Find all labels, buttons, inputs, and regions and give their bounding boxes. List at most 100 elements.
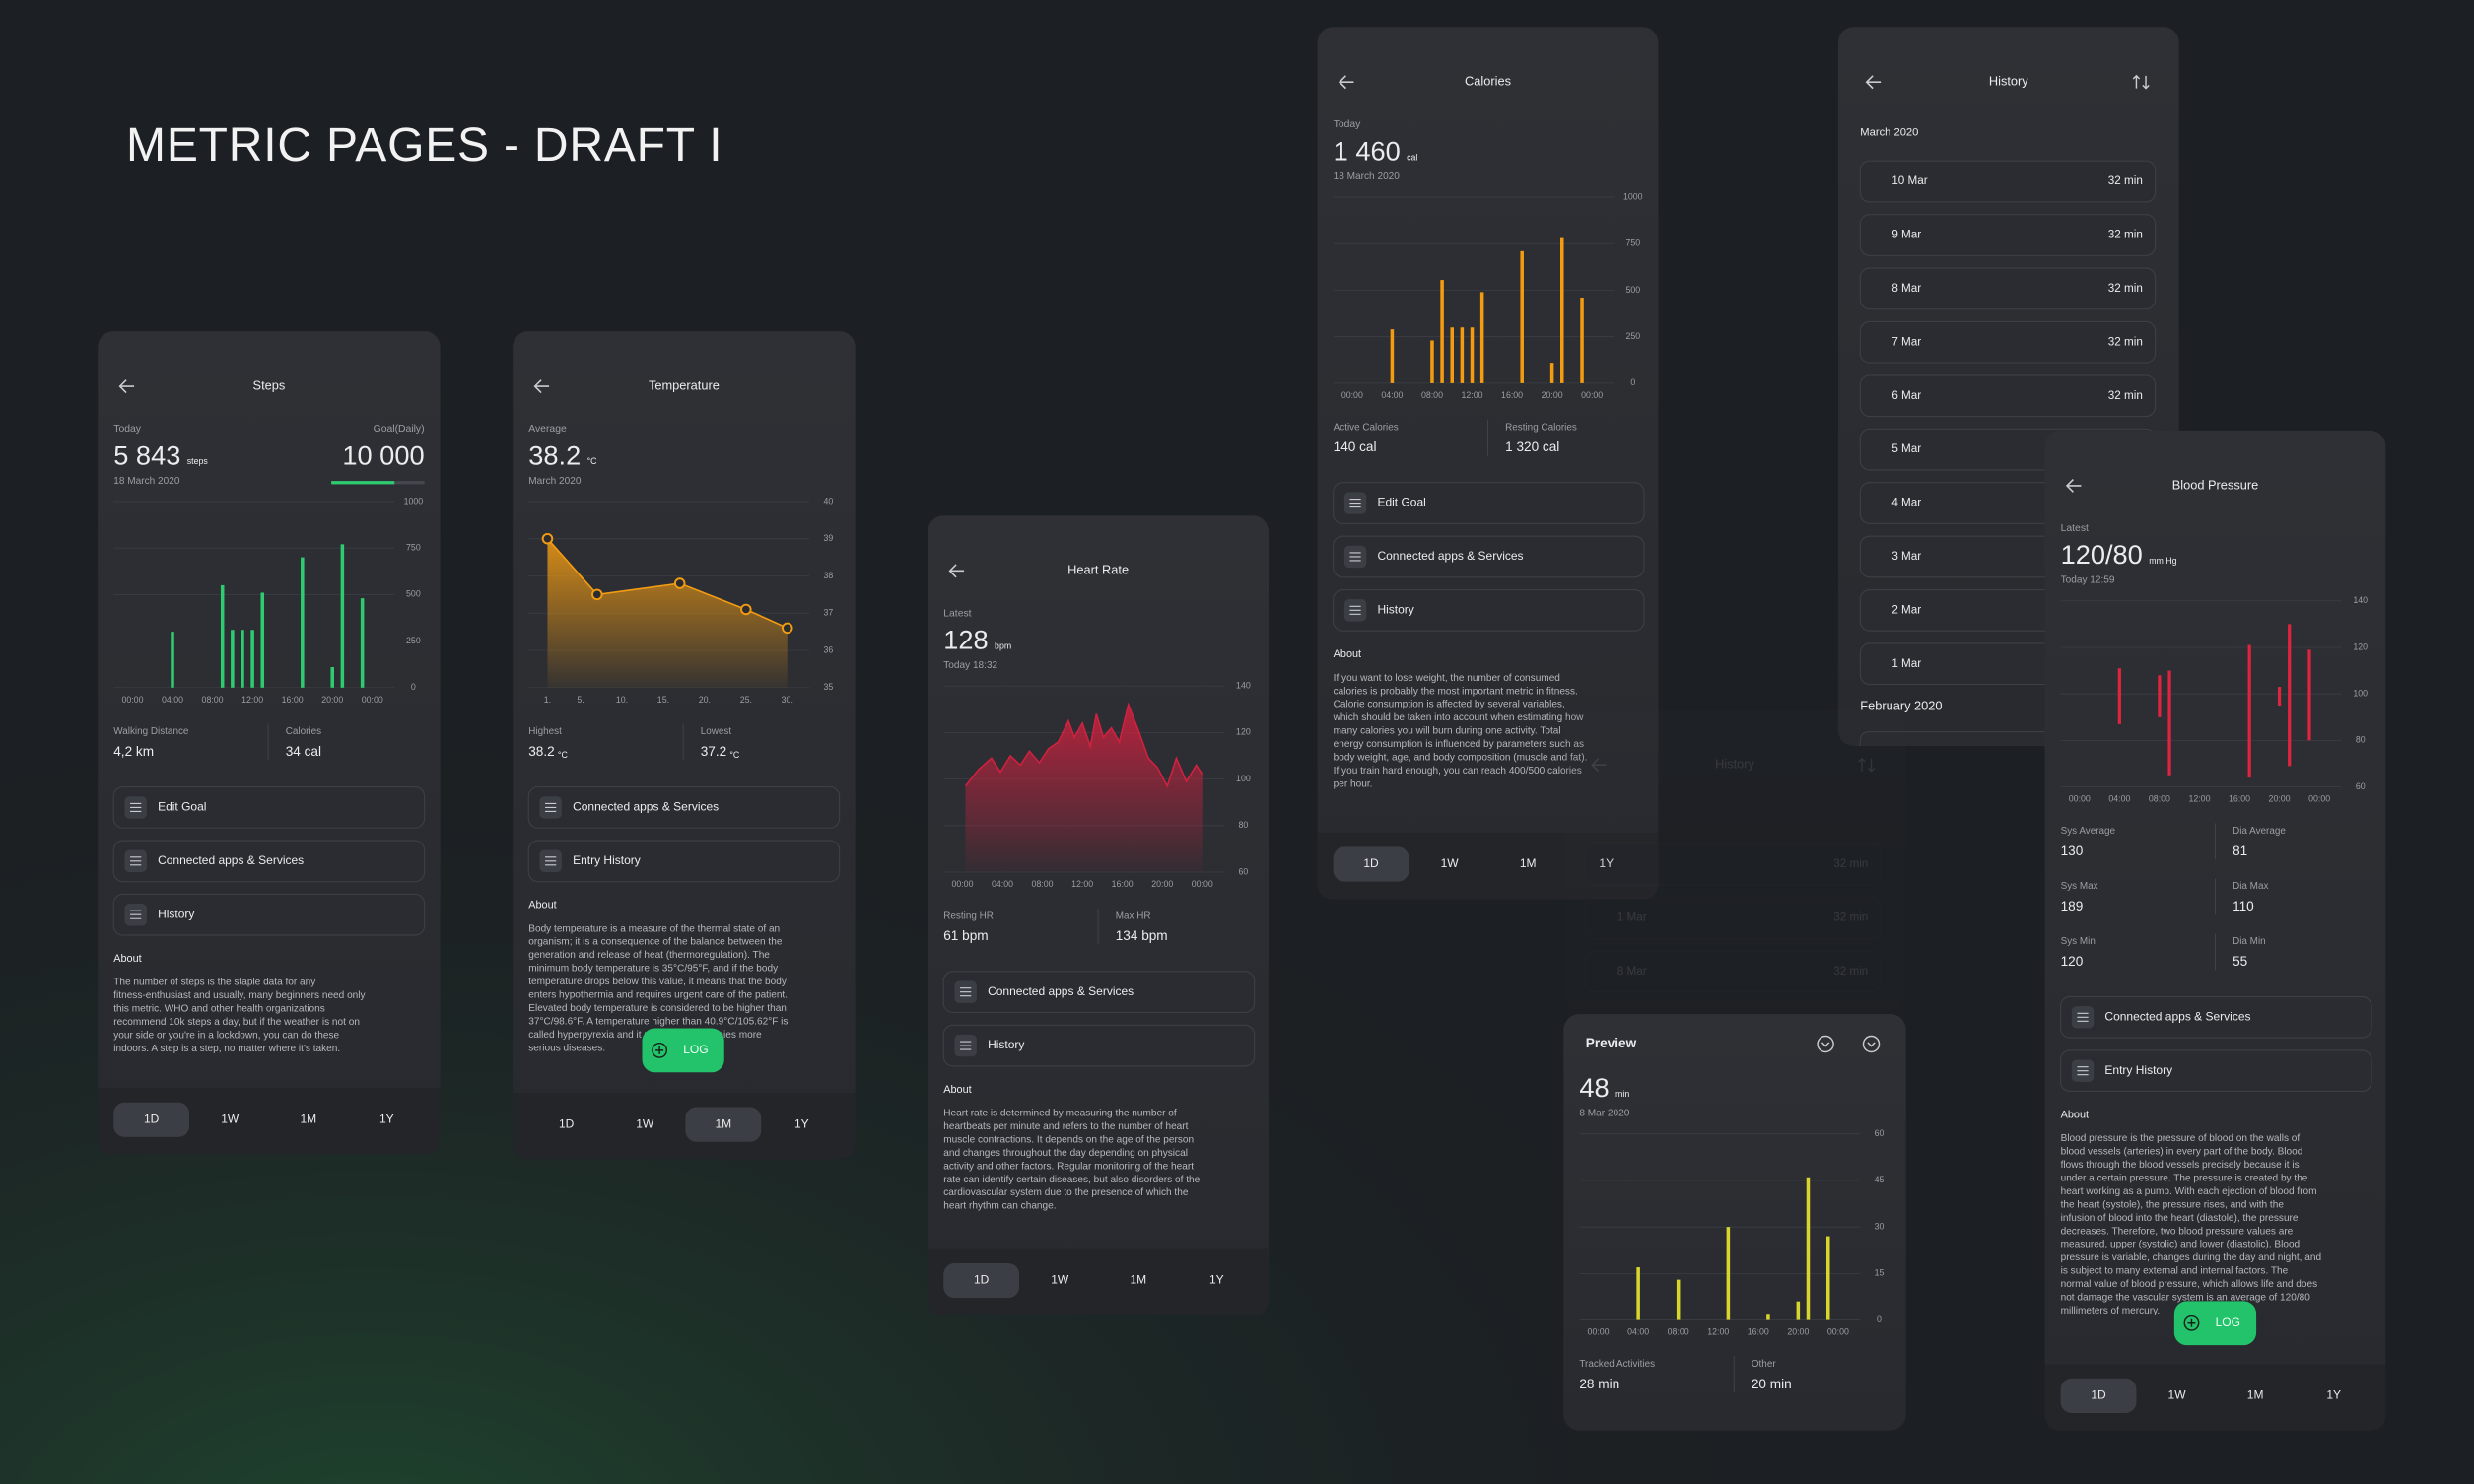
line [964,702,1203,788]
value-label: Today [1334,119,1362,130]
tab[interactable]: 1Y [379,1112,394,1125]
screen: Heart Rate Latest 128 bpm Today 18:32 60 80 100… [928,515,1270,1315]
row-duration: 32 min [2108,282,2143,295]
row-date: 10 Mar [1891,174,1927,187]
about-text: organism; it is a consequence of the bal… [528,937,783,948]
tab[interactable]: 1D [974,1273,990,1287]
y-tick-label: 0 [1630,377,1635,387]
y-tick-label: 15 [1875,1268,1885,1278]
chevron-button[interactable] [1862,1035,1881,1053]
tab[interactable]: 1Y [1209,1273,1224,1287]
active-tab [113,1102,190,1137]
history-row[interactable] [1859,320,2157,364]
screen: Blood Pressure Latest 120/80 mm Hg Today 12:… [2044,430,2386,1431]
marker [591,588,603,601]
stat-value: 4,2 km [113,744,154,759]
tab-bar [513,1093,856,1160]
action-button[interactable] [527,786,841,829]
x-tick-label: 04:00 [162,695,183,705]
bar [360,598,365,688]
button-icon-lines [545,802,557,812]
sort-icon[interactable] [1858,757,1876,773]
tab[interactable]: 1Y [2326,1388,2341,1402]
value-label: Latest [943,608,971,619]
button-icon-lines [130,856,142,866]
sort-icon[interactable] [2132,74,2150,90]
stat-label: Sys Max [2061,881,2098,892]
value: 120/80 [2061,539,2143,570]
button-label: Edit Goal [1377,496,1425,509]
action-button[interactable] [112,840,426,883]
action-button[interactable] [1333,482,1645,524]
row-date: 5 Mar [1891,442,1921,455]
back-arrow[interactable] [533,379,550,394]
tab[interactable]: 1Y [794,1116,809,1130]
tab[interactable]: 1M [300,1112,316,1125]
chevron-button[interactable] [1817,1035,1834,1053]
action-button[interactable] [2060,1049,2372,1093]
tab[interactable]: 1W [221,1112,240,1125]
screen-title: Preview [1586,1036,1637,1050]
goal-label: Goal(Daily) [374,424,425,435]
stat-value: 37.2 [701,744,726,759]
log-button[interactable] [642,1028,724,1073]
history-row[interactable] [1585,950,1882,993]
history-row[interactable] [1859,267,2157,310]
history-row[interactable] [1585,897,1882,939]
action-button[interactable] [942,1024,1256,1067]
back-arrow[interactable] [1865,75,1882,90]
tab[interactable]: 1W [1051,1273,1069,1287]
history-row[interactable] [1859,214,2157,256]
action-button[interactable] [942,971,1256,1014]
value-unit: mm Hg [2149,556,2176,566]
tab[interactable]: 1D [144,1112,160,1125]
stat-value: 189 [2061,899,2084,913]
action-button[interactable] [2060,995,2372,1039]
area [547,538,788,688]
y-tick-label: 120 [1236,727,1251,737]
bar [1430,340,1434,383]
action-button[interactable] [527,840,841,883]
marker [740,603,752,616]
action-button[interactable] [112,893,426,936]
back-arrow[interactable] [1338,75,1354,90]
back-arrow[interactable] [2065,478,2082,493]
row-date: 2 Mar [1891,603,1921,616]
x-tick-label: 20:00 [2269,794,2291,804]
bar [1806,1177,1811,1320]
stat-label: Tracked Activities [1579,1359,1655,1370]
back-arrow[interactable] [118,379,135,394]
about-text: normal value of blood pressure, which al… [2061,1279,2318,1290]
stat-label: Walking Distance [113,726,189,737]
tab[interactable]: 1W [1441,856,1460,870]
action-button[interactable] [1333,535,1645,578]
back-arrow[interactable] [1591,758,1607,773]
value: 128 [943,625,988,655]
back-arrow[interactable] [948,564,965,578]
active-tab [685,1107,762,1142]
row-date: 1 Mar [1617,911,1647,924]
tab[interactable]: 1W [2168,1388,2187,1402]
tab[interactable]: 1D [559,1116,575,1130]
stat-label: Sys Average [2061,826,2116,837]
section-title: March 2020 [1860,126,1918,138]
tab[interactable]: 1M [1520,856,1537,870]
action-button[interactable] [112,786,426,829]
value-unit: steps [187,456,209,466]
bar [250,630,254,688]
x-tick-label: 20:00 [1151,879,1173,889]
log-button[interactable] [2173,1301,2257,1346]
x-tick-label: 12:00 [1071,879,1093,889]
tab[interactable]: 1M [715,1116,731,1130]
tab[interactable]: 1D [2091,1388,2106,1402]
tab[interactable]: 1M [1130,1273,1146,1287]
tab[interactable]: 1M [2247,1388,2264,1402]
area [965,705,1203,873]
history-row[interactable] [1585,843,1882,886]
action-button[interactable] [1333,588,1645,632]
history-row[interactable] [1859,160,2157,203]
button-label: Connected apps & Services [988,984,1134,998]
tab[interactable]: 1W [636,1116,654,1130]
history-row[interactable] [1859,374,2157,418]
tab[interactable]: 1D [1363,856,1379,870]
